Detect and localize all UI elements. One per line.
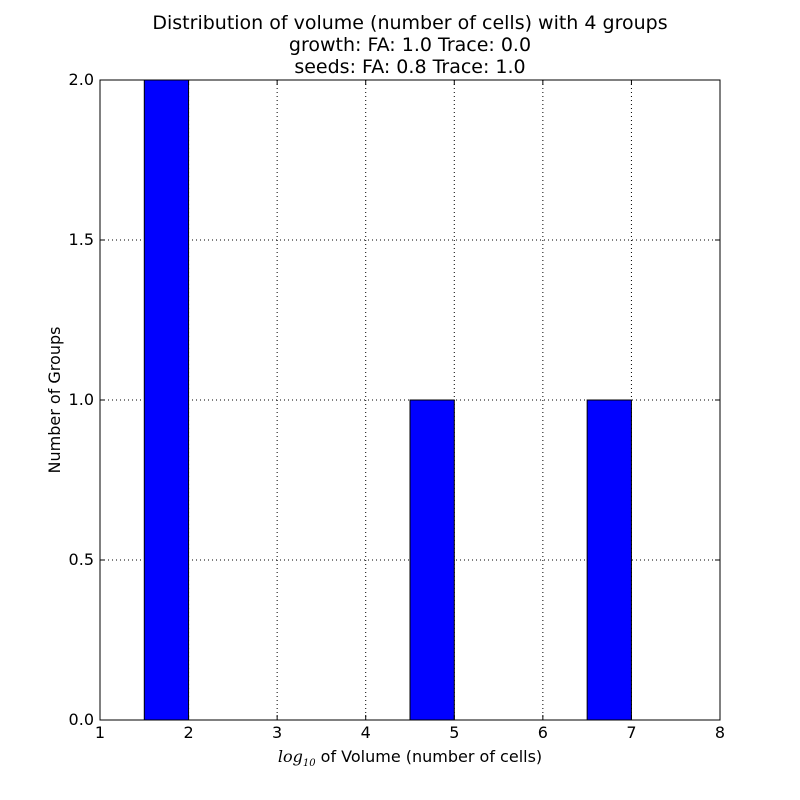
x-tick-label: 4 (361, 723, 371, 742)
chart-title-line-3: seeds: FA: 0.8 Trace: 1.0 (294, 56, 525, 78)
y-tick-label: 2.0 (69, 70, 94, 89)
histogram-bar (586, 399, 632, 721)
x-axis-label-text: of Volume (number of cells) (316, 747, 543, 766)
x-axis-label-log: log (278, 747, 303, 766)
x-tick-label: 8 (715, 723, 725, 742)
y-tick-label: 1.5 (69, 230, 94, 249)
y-tick-label: 0.5 (69, 550, 94, 569)
y-tick-labels: 0.0 0.5 1.0 1.5 2.0 (69, 70, 94, 729)
x-tick-labels: 1 2 3 4 5 6 7 8 (95, 723, 725, 742)
y-tick-label: 1.0 (69, 390, 94, 409)
chart-title-line-2: growth: FA: 1.0 Trace: 0.0 (289, 34, 531, 56)
x-tick-label: 2 (183, 723, 193, 742)
x-tick-label: 1 (95, 723, 105, 742)
plot-frame (99, 79, 721, 721)
y-tick-label: 0.0 (69, 710, 94, 729)
x-tick-label: 5 (449, 723, 459, 742)
chart-title-line-1: Distribution of volume (number of cells)… (152, 12, 667, 34)
x-tick-label: 6 (538, 723, 548, 742)
x-tick-label: 7 (626, 723, 636, 742)
histogram-bar (143, 79, 190, 721)
x-axis-label: log10 of Volume (number of cells) (278, 747, 542, 769)
x-tick-label: 3 (272, 723, 282, 742)
histogram-bar (409, 399, 455, 721)
y-axis-label: Number of Groups (45, 327, 64, 474)
x-axis-label-subscript: 10 (303, 758, 316, 769)
